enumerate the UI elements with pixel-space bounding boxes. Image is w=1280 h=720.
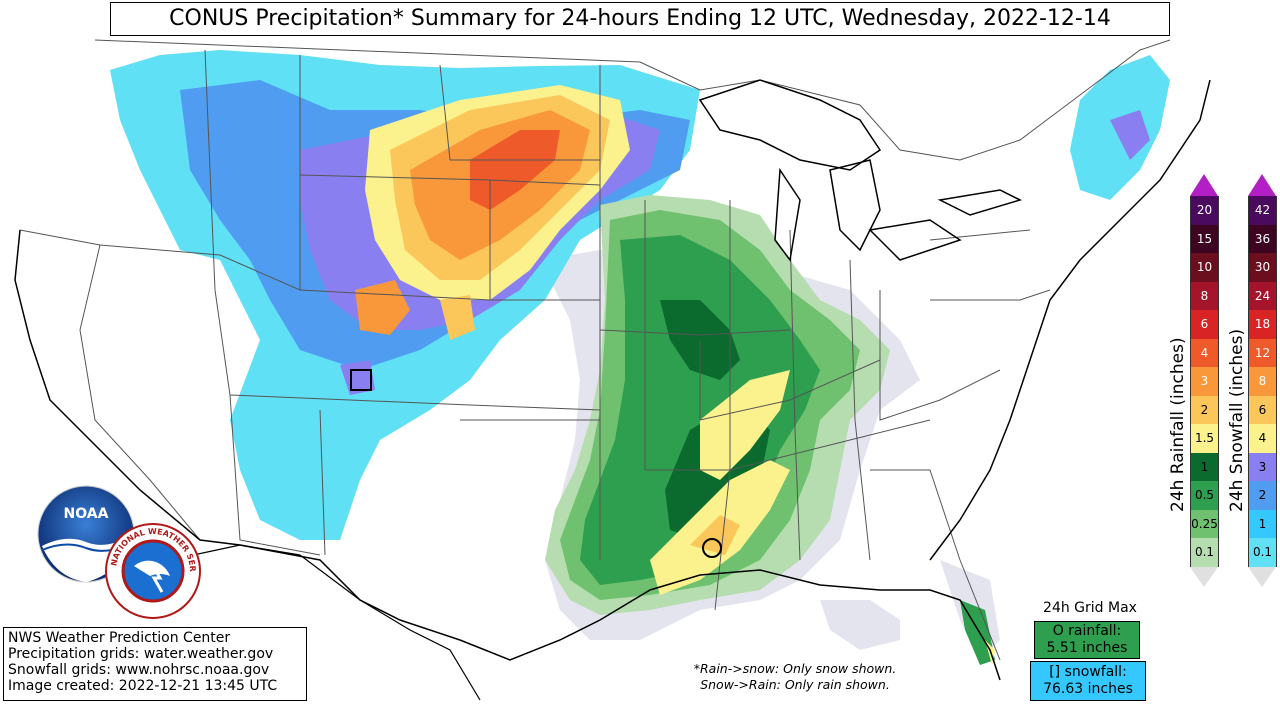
snow-legend-level-3: 24 — [1248, 281, 1277, 310]
max-snowfall-value: 76.63 inches — [1043, 681, 1133, 697]
nws-logo: NATIONAL WEATHER SERVICE — [104, 522, 201, 619]
snow-legend-level-12: 0.1 — [1248, 538, 1277, 567]
max-rainfall-marker — [702, 538, 722, 558]
max-rainfall-box: O rainfall: 5.51 inches — [1034, 621, 1140, 659]
snow-legend-level-6: 8 — [1248, 367, 1277, 396]
rain-legend-level-10: 0.5 — [1190, 481, 1219, 510]
credit-line-2: Precipitation grids: water.weather.gov — [8, 646, 274, 662]
rain-legend-title: 24h Rainfall (inches) — [1168, 337, 1188, 512]
snow-legend-level-4: 18 — [1248, 310, 1277, 339]
footnote-line-1: *Rain->snow: Only snow shown. — [693, 661, 897, 676]
rain-legend-level-12: 0.1 — [1190, 538, 1219, 567]
snow-legend-level-8: 4 — [1248, 424, 1277, 453]
snow-legend-title: 24h Snowfall (inches) — [1227, 328, 1247, 512]
snow-legend-level-9: 3 — [1248, 452, 1277, 481]
rain-legend-level-2: 10 — [1190, 253, 1219, 282]
rain-legend-level-5: 4 — [1190, 338, 1219, 367]
noaa-logo-text: NOAA — [64, 506, 109, 522]
rain-legend-level-0: 20 — [1190, 196, 1219, 225]
credits-box: NWS Weather Prediction Center Precipitat… — [3, 627, 307, 701]
snow-legend: 42 36 30 24 18 12 8 6 4 3 2 1 0.1 — [1248, 174, 1277, 587]
credit-line-1: NWS Weather Prediction Center — [8, 630, 231, 646]
max-rainfall-label: O rainfall: — [1052, 623, 1122, 639]
max-rainfall-value: 5.51 inches — [1046, 640, 1128, 656]
rain-legend-level-11: 0.25 — [1190, 509, 1219, 538]
max-snowfall-label: [] snowfall: — [1049, 664, 1127, 680]
credit-line-3: Snowfall grids: www.nohrsc.noaa.gov — [8, 662, 270, 678]
max-snowfall-box: [] snowfall: 76.63 inches — [1030, 661, 1146, 701]
snow-legend-level-7: 6 — [1248, 395, 1277, 424]
rain-legend: 20 15 10 8 6 4 3 2 1.5 1 0.5 0.25 0.1 — [1190, 174, 1219, 587]
rain-legend-level-8: 1.5 — [1190, 424, 1219, 453]
footnote: *Rain->snow: Only snow shown. Snow->Rain… — [660, 661, 930, 693]
map-title: CONUS Precipitation* Summary for 24-hour… — [110, 2, 1170, 36]
rain-legend-level-1: 15 — [1190, 224, 1219, 253]
snow-legend-level-1: 36 — [1248, 224, 1277, 253]
footnote-line-2: Snow->Rain: Only rain shown. — [700, 677, 890, 692]
rain-legend-level-3: 8 — [1190, 281, 1219, 310]
rain-legend-level-7: 2 — [1190, 395, 1219, 424]
grid-max-label: 24h Grid Max — [1043, 600, 1137, 616]
rain-legend-level-6: 3 — [1190, 367, 1219, 396]
coastline — [14, 79, 1211, 681]
snow-legend-level-11: 1 — [1248, 509, 1277, 538]
rain-legend-level-9: 1 — [1190, 452, 1219, 481]
state-boundaries — [19, 39, 1171, 661]
rain-legend-level-4: 6 — [1190, 310, 1219, 339]
snow-legend-level-5: 12 — [1248, 338, 1277, 367]
snowfall-areas — [110, 50, 1170, 540]
max-snowfall-marker — [350, 369, 372, 391]
snow-legend-level-0: 42 — [1248, 196, 1277, 225]
snow-legend-level-10: 2 — [1248, 481, 1277, 510]
snow-legend-level-2: 30 — [1248, 253, 1277, 282]
credit-line-4: Image created: 2022-12-21 13:45 UTC — [8, 678, 278, 694]
